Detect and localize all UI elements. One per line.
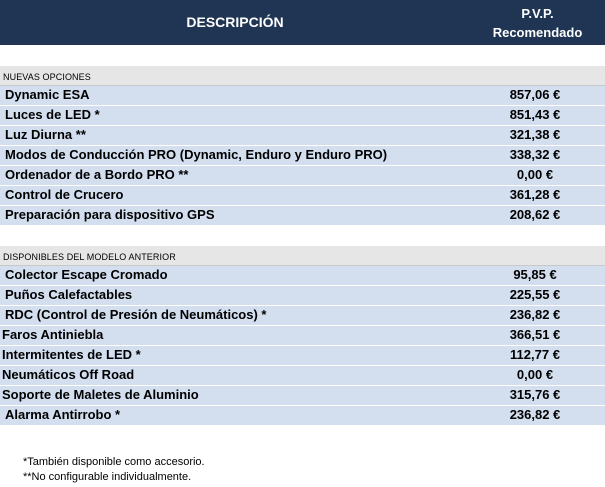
table-row: Control de Crucero 361,28 € bbox=[0, 186, 605, 206]
option-name: Modos de Conducción PRO (Dynamic, Enduro… bbox=[5, 147, 388, 162]
price-column-header: P.V.P. Recomendado bbox=[470, 0, 605, 45]
option-price: 0,00 € bbox=[516, 167, 554, 182]
option-price: 321,38 € bbox=[509, 127, 561, 142]
option-price: 0,00 € bbox=[516, 367, 554, 382]
option-price: 851,43 € bbox=[509, 107, 561, 122]
option-name: Luz Diurna ** bbox=[5, 127, 86, 142]
option-name: RDC (Control de Presión de Neumáticos) * bbox=[5, 307, 267, 322]
option-price: 95,85 € bbox=[513, 267, 557, 282]
table-row: Faros Antiniebla 366,51 € bbox=[0, 326, 605, 346]
option-price: 361,28 € bbox=[509, 187, 561, 202]
option-price: 338,32 € bbox=[509, 147, 561, 162]
option-price: 112,77 € bbox=[510, 347, 560, 362]
option-price: 857,06 € bbox=[509, 87, 561, 102]
option-name: Neumáticos Off Road bbox=[2, 367, 135, 382]
option-name: Control de Crucero bbox=[5, 187, 124, 202]
table-row: Luz Diurna ** 321,38 € bbox=[0, 126, 605, 146]
price-header-line2: Recomendado bbox=[492, 25, 583, 40]
option-name: Ordenador de a Bordo PRO ** bbox=[5, 167, 189, 182]
table-row: Preparación para dispositivo GPS 208,62 € bbox=[0, 206, 605, 226]
table-row: Colector Escape Cromado 95,85 € bbox=[0, 266, 605, 286]
option-price: 225,55 € bbox=[509, 287, 561, 302]
option-name: Faros Antiniebla bbox=[2, 327, 104, 342]
option-name: Colector Escape Cromado bbox=[5, 267, 168, 282]
option-price: 236,82 € bbox=[509, 307, 561, 322]
option-price: 366,51 € bbox=[509, 327, 561, 342]
section-row: NUEVAS OPCIONES bbox=[0, 66, 605, 86]
price-table-body: NUEVAS OPCIONES Dynamic ESA 857,06 € Luce… bbox=[0, 46, 605, 426]
section-label: DISPONIBLES DEL MODELO ANTERIOR bbox=[3, 252, 176, 262]
table-row: Intermitentes de LED * 112,77 € bbox=[0, 346, 605, 366]
footnotes: *También disponible como accesorio. **No… bbox=[23, 455, 205, 485]
option-name: Alarma Antirrobo * bbox=[5, 407, 121, 422]
table-row: Neumáticos Off Road 0,00 € bbox=[0, 366, 605, 386]
table-row: Ordenador de a Bordo PRO ** 0,00 € bbox=[0, 166, 605, 186]
option-price: 315,76 € bbox=[509, 387, 561, 402]
table-row: Alarma Antirrobo * 236,82 € bbox=[0, 406, 605, 426]
option-name: Intermitentes de LED * bbox=[2, 347, 141, 362]
option-price: 208,62 € bbox=[509, 207, 561, 222]
option-price: 236,82 € bbox=[509, 407, 561, 422]
table-row: Luces de LED * 851,43 € bbox=[0, 106, 605, 126]
option-name: Soporte de Maletes de Aluminio bbox=[2, 387, 199, 402]
table-row: RDC (Control de Presión de Neumáticos) *… bbox=[0, 306, 605, 326]
description-column-header: DESCRIPCIÓN bbox=[186, 14, 284, 30]
table-header: DESCRIPCIÓN P.V.P. Recomendado bbox=[0, 0, 605, 45]
footnote-not-configurable: **No configurable individualmente. bbox=[23, 471, 192, 483]
footnote-accessory: *También disponible como accesorio. bbox=[23, 456, 205, 468]
option-name: Dynamic ESA bbox=[5, 87, 90, 102]
table-row: Puños Calefactables 225,55 € bbox=[0, 286, 605, 306]
section-row: DISPONIBLES DEL MODELO ANTERIOR bbox=[0, 246, 605, 266]
table-row: Modos de Conducción PRO (Dynamic, Enduro… bbox=[0, 146, 605, 166]
option-name: Luces de LED * bbox=[5, 107, 100, 122]
option-name: Puños Calefactables bbox=[5, 287, 133, 302]
table-row: Dynamic ESA 857,06 € bbox=[0, 86, 605, 106]
option-name: Preparación para dispositivo GPS bbox=[5, 207, 215, 222]
section-label: NUEVAS OPCIONES bbox=[3, 72, 91, 82]
price-header-line1: P.V.P. bbox=[521, 6, 554, 21]
table-row: Soporte de Maletes de Aluminio 315,76 € bbox=[0, 386, 605, 406]
spacer-row bbox=[0, 46, 605, 66]
spacer-row bbox=[0, 226, 605, 246]
